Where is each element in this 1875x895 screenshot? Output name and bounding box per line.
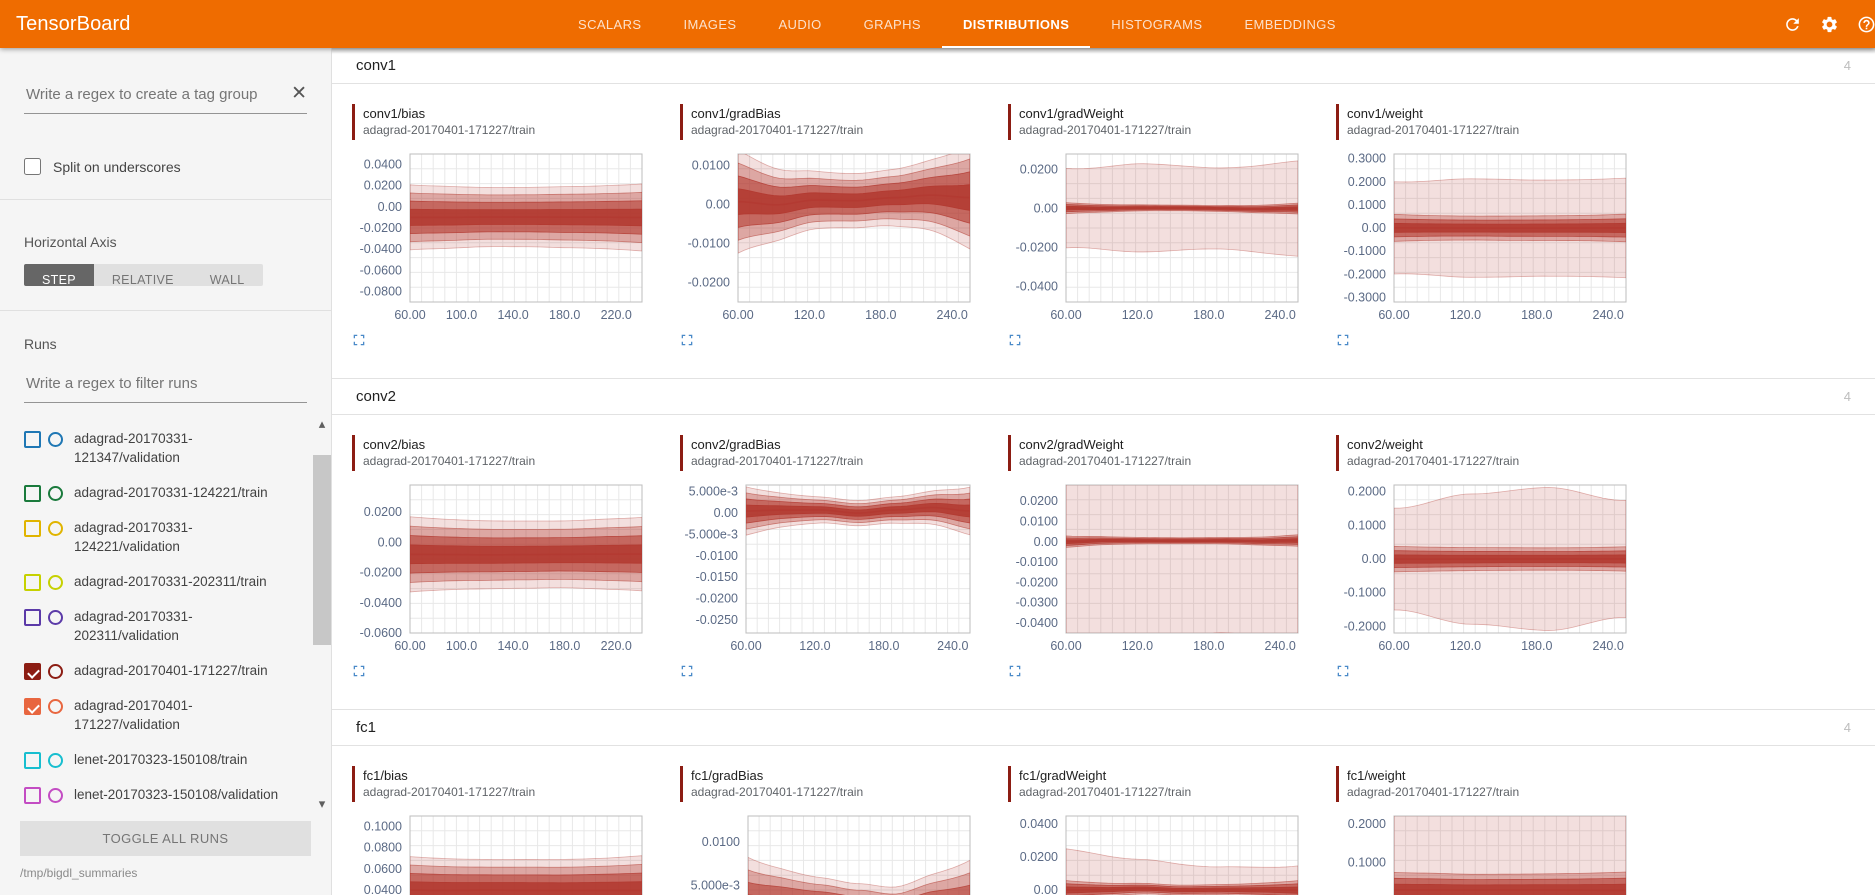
svg-text:-0.0300: -0.0300 xyxy=(1016,596,1058,610)
svg-text:180.0: 180.0 xyxy=(1193,308,1224,322)
svg-text:180.0: 180.0 xyxy=(865,308,896,322)
svg-text:0.00: 0.00 xyxy=(378,200,402,214)
svg-text:5.000e-3: 5.000e-3 xyxy=(689,484,738,498)
svg-text:0.1000: 0.1000 xyxy=(1348,518,1386,532)
svg-text:140.0: 140.0 xyxy=(497,639,528,653)
svg-text:-0.0600: -0.0600 xyxy=(360,263,402,277)
svg-text:0.00: 0.00 xyxy=(378,535,402,549)
svg-text:0.00: 0.00 xyxy=(1034,883,1058,895)
svg-text:120.0: 120.0 xyxy=(1450,308,1481,322)
svg-text:120.0: 120.0 xyxy=(799,639,830,653)
svg-text:0.00: 0.00 xyxy=(1034,535,1058,549)
svg-text:0.1000: 0.1000 xyxy=(1348,856,1386,870)
svg-text:-0.0400: -0.0400 xyxy=(360,596,402,610)
svg-text:0.00: 0.00 xyxy=(1362,552,1386,566)
svg-text:0.0100: 0.0100 xyxy=(1020,514,1058,528)
svg-text:-0.2000: -0.2000 xyxy=(1344,619,1386,633)
svg-text:-0.0250: -0.0250 xyxy=(696,613,738,627)
svg-text:-0.3000: -0.3000 xyxy=(1344,290,1386,304)
svg-text:240.0: 240.0 xyxy=(937,308,968,322)
svg-text:240.0: 240.0 xyxy=(1265,639,1296,653)
svg-text:-0.2000: -0.2000 xyxy=(1344,267,1386,281)
svg-text:180.0: 180.0 xyxy=(549,639,580,653)
svg-text:-5.000e-3: -5.000e-3 xyxy=(684,527,738,541)
svg-text:100.0: 100.0 xyxy=(446,308,477,322)
svg-text:240.0: 240.0 xyxy=(937,639,968,653)
svg-text:0.2000: 0.2000 xyxy=(1348,175,1386,189)
svg-text:120.0: 120.0 xyxy=(1122,308,1153,322)
svg-text:0.0200: 0.0200 xyxy=(1020,850,1058,864)
svg-text:120.0: 120.0 xyxy=(1122,639,1153,653)
svg-text:-0.1000: -0.1000 xyxy=(1344,586,1386,600)
svg-text:-0.0600: -0.0600 xyxy=(360,626,402,640)
svg-text:0.0400: 0.0400 xyxy=(364,158,402,172)
svg-text:0.00: 0.00 xyxy=(1034,202,1058,216)
svg-text:-0.0100: -0.0100 xyxy=(696,549,738,563)
svg-text:0.0800: 0.0800 xyxy=(364,841,402,855)
svg-text:240.0: 240.0 xyxy=(1593,308,1624,322)
svg-text:0.0100: 0.0100 xyxy=(692,159,730,173)
svg-text:240.0: 240.0 xyxy=(1265,308,1296,322)
svg-text:100.0: 100.0 xyxy=(446,639,477,653)
svg-text:0.1000: 0.1000 xyxy=(364,820,402,834)
svg-text:0.0200: 0.0200 xyxy=(1020,494,1058,508)
svg-text:-0.0800: -0.0800 xyxy=(360,284,402,298)
svg-text:60.00: 60.00 xyxy=(1378,639,1409,653)
svg-text:0.2000: 0.2000 xyxy=(1348,485,1386,499)
svg-text:60.00: 60.00 xyxy=(1050,308,1081,322)
svg-text:5.000e-3: 5.000e-3 xyxy=(691,879,740,893)
svg-text:180.0: 180.0 xyxy=(868,639,899,653)
svg-text:180.0: 180.0 xyxy=(1521,308,1552,322)
svg-text:60.00: 60.00 xyxy=(394,308,425,322)
svg-text:0.0200: 0.0200 xyxy=(1020,163,1058,177)
svg-text:-0.0200: -0.0200 xyxy=(360,221,402,235)
svg-text:-0.0400: -0.0400 xyxy=(1016,279,1058,293)
svg-text:-0.0150: -0.0150 xyxy=(696,570,738,584)
svg-text:-0.0200: -0.0200 xyxy=(360,566,402,580)
svg-text:0.0200: 0.0200 xyxy=(364,505,402,519)
svg-text:220.0: 220.0 xyxy=(601,308,632,322)
svg-text:60.00: 60.00 xyxy=(1050,639,1081,653)
svg-text:220.0: 220.0 xyxy=(601,639,632,653)
svg-text:0.2000: 0.2000 xyxy=(1348,817,1386,831)
svg-text:180.0: 180.0 xyxy=(1193,639,1224,653)
svg-text:0.0400: 0.0400 xyxy=(364,883,402,895)
svg-text:-0.0200: -0.0200 xyxy=(688,276,730,290)
svg-text:-0.0400: -0.0400 xyxy=(360,242,402,256)
svg-text:0.00: 0.00 xyxy=(706,198,730,212)
svg-text:60.00: 60.00 xyxy=(730,639,761,653)
svg-text:60.00: 60.00 xyxy=(394,639,425,653)
svg-text:0.1000: 0.1000 xyxy=(1348,198,1386,212)
svg-text:0.00: 0.00 xyxy=(714,506,738,520)
svg-text:60.00: 60.00 xyxy=(1378,308,1409,322)
svg-text:0.0200: 0.0200 xyxy=(364,179,402,193)
svg-text:-0.0100: -0.0100 xyxy=(688,237,730,251)
svg-text:180.0: 180.0 xyxy=(1521,639,1552,653)
svg-text:-0.1000: -0.1000 xyxy=(1344,244,1386,258)
svg-text:120.0: 120.0 xyxy=(1450,639,1481,653)
svg-text:0.0100: 0.0100 xyxy=(702,835,740,849)
svg-text:0.00: 0.00 xyxy=(1362,221,1386,235)
svg-text:-0.0100: -0.0100 xyxy=(1016,555,1058,569)
svg-text:-0.0200: -0.0200 xyxy=(1016,575,1058,589)
svg-text:0.3000: 0.3000 xyxy=(1348,152,1386,166)
svg-text:0.0600: 0.0600 xyxy=(364,862,402,876)
svg-text:140.0: 140.0 xyxy=(497,308,528,322)
svg-text:-0.0200: -0.0200 xyxy=(1016,240,1058,254)
svg-text:60.00: 60.00 xyxy=(722,308,753,322)
svg-text:240.0: 240.0 xyxy=(1593,639,1624,653)
svg-text:-0.0200: -0.0200 xyxy=(696,592,738,606)
svg-text:0.0400: 0.0400 xyxy=(1020,817,1058,831)
svg-text:180.0: 180.0 xyxy=(549,308,580,322)
svg-text:-0.0400: -0.0400 xyxy=(1016,616,1058,630)
svg-text:120.0: 120.0 xyxy=(794,308,825,322)
